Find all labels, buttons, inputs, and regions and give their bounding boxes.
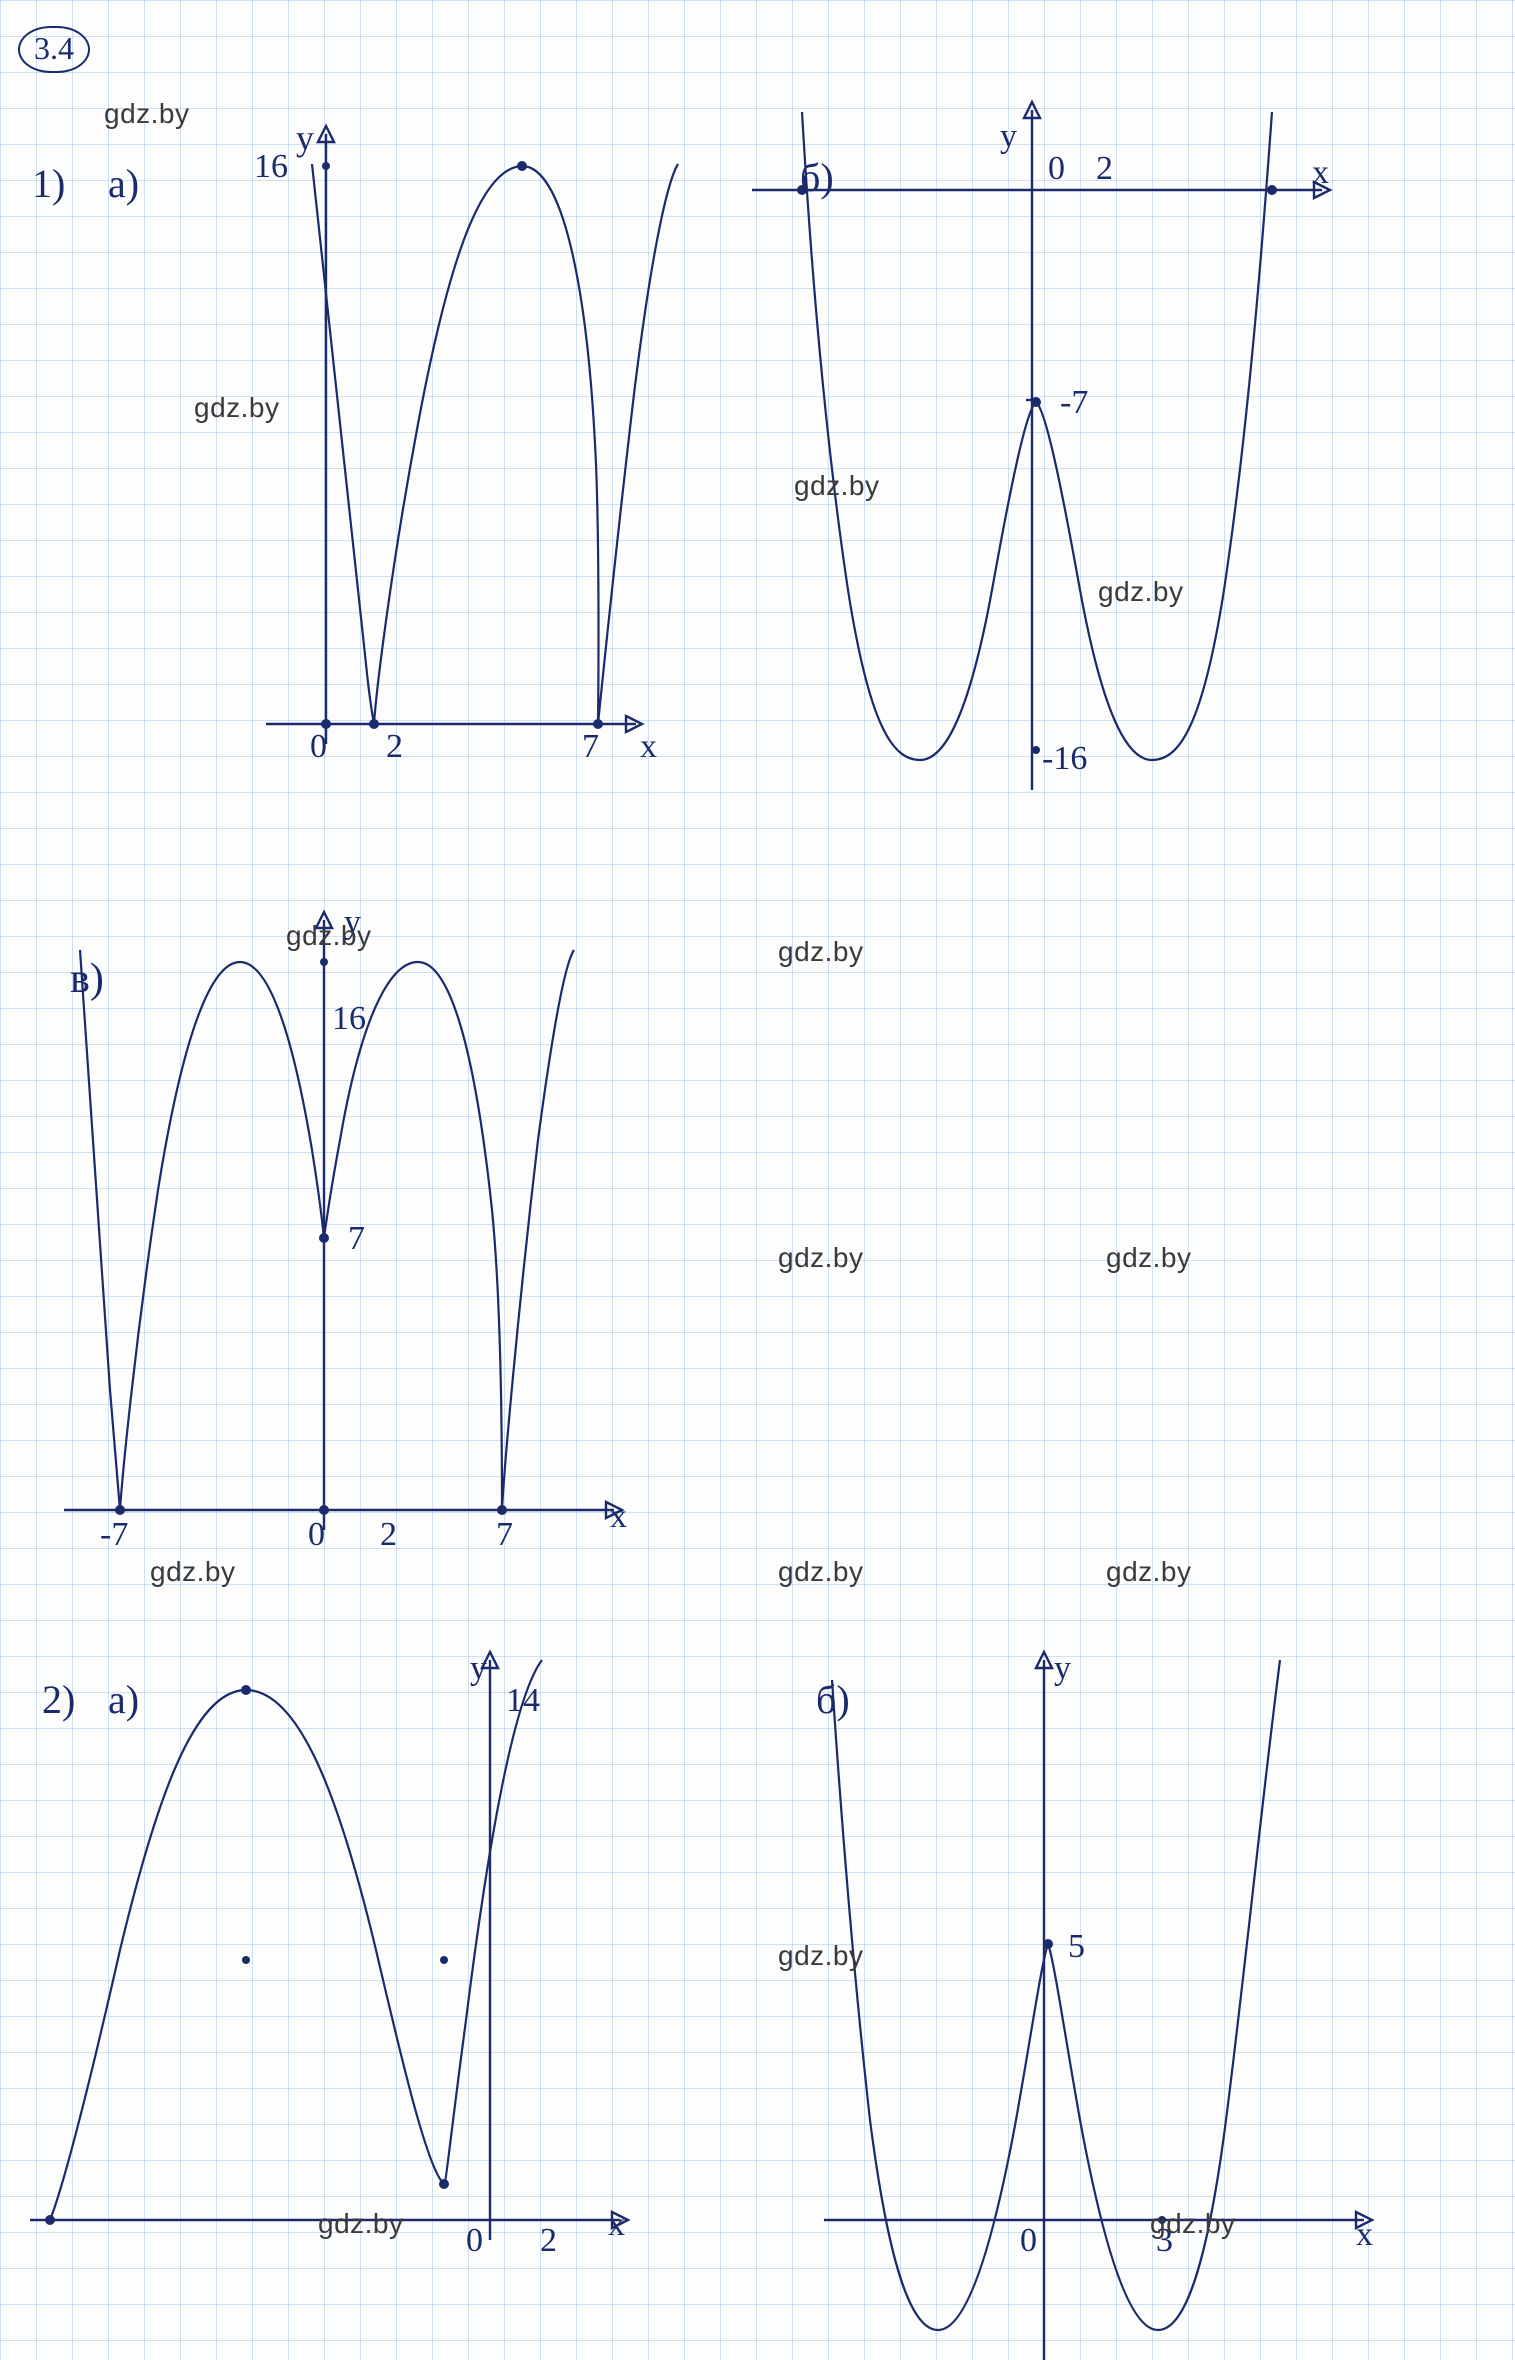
watermark: gdz.by [1106, 1242, 1192, 1274]
chart-2a-xtick-2: 2 [540, 2224, 557, 2258]
chart-1v-xtick-2: 2 [380, 1518, 397, 1552]
chart-1a-origin-0: 0 [310, 730, 327, 764]
watermark: gdz.by [1150, 2208, 1236, 2240]
watermark: gdz.by [194, 392, 280, 424]
part-1a-label: а) [108, 164, 139, 204]
chart-2a-origin-0: 0 [466, 2224, 483, 2258]
part-1-label: 1) [32, 164, 65, 204]
watermark: gdz.by [1106, 1556, 1192, 1588]
chart-1b-axis-x: x [1312, 156, 1329, 190]
watermark: gdz.by [1098, 576, 1184, 608]
chart-1v-origin-0: 0 [308, 1518, 325, 1552]
chart-1a-axis-y: y [296, 120, 314, 156]
watermark: gdz.by [778, 1556, 864, 1588]
chart-1b-ylabel-neg7: -7 [1060, 386, 1088, 420]
chart-1v-axis-x: x [610, 1500, 627, 1534]
part-1v-label: в) [70, 958, 104, 1000]
chart-1a-ylabel-16: 16 [254, 150, 288, 184]
chart-1b-ylabel-neg16: -16 [1042, 742, 1087, 776]
graph-paper-grid [0, 0, 1515, 2360]
chart-1v-ylabel-7: 7 [348, 1222, 365, 1256]
chart-1b [1032, 190, 1033, 191]
chart-2a-axis-x: x [608, 2208, 625, 2242]
chart-2b-axis-y: y [1054, 1652, 1071, 1686]
watermark: gdz.by [104, 98, 190, 130]
watermark: gdz.by [318, 2208, 404, 2240]
chart-1b-origin-0: 0 [1048, 152, 1065, 186]
watermark: gdz.by [778, 1940, 864, 1972]
chart-2b-origin-0: 0 [1020, 2224, 1037, 2258]
watermark: gdz.by [794, 470, 880, 502]
watermark: gdz.by [778, 936, 864, 968]
watermark: gdz.by [150, 1556, 236, 1588]
chart-1v-xtick-neg7: -7 [100, 1518, 128, 1552]
chart-1a-xtick-2: 2 [386, 730, 403, 764]
chart-2b-ylabel-5: 5 [1068, 1930, 1085, 1964]
chart-1a-xtick-7: 7 [582, 730, 599, 764]
chart-2b-axis-x: x [1356, 2218, 1373, 2252]
chart-1b-axis-y: y [1000, 120, 1017, 154]
chart-1a-axis-x: x [640, 730, 657, 764]
chart-1v-ylabel-16: 16 [332, 1002, 366, 1036]
part-2-label: 2) [42, 1680, 75, 1720]
chart-2a-ylabel-14: 14 [506, 1684, 540, 1718]
chart-2a [490, 2220, 491, 2221]
watermark: gdz.by [778, 1242, 864, 1274]
part-2a-label: а) [108, 1680, 139, 1720]
exercise-number-badge: 3.4 [18, 26, 90, 73]
chart-2b [1044, 2220, 1045, 2221]
chart-1v [324, 1510, 325, 1511]
chart-1a [326, 724, 327, 725]
watermark: gdz.by [286, 920, 372, 952]
chart-1b-xtick-2: 2 [1096, 152, 1113, 186]
chart-1v-xtick-7: 7 [496, 1518, 513, 1552]
chart-2a-axis-y: y [470, 1652, 487, 1686]
